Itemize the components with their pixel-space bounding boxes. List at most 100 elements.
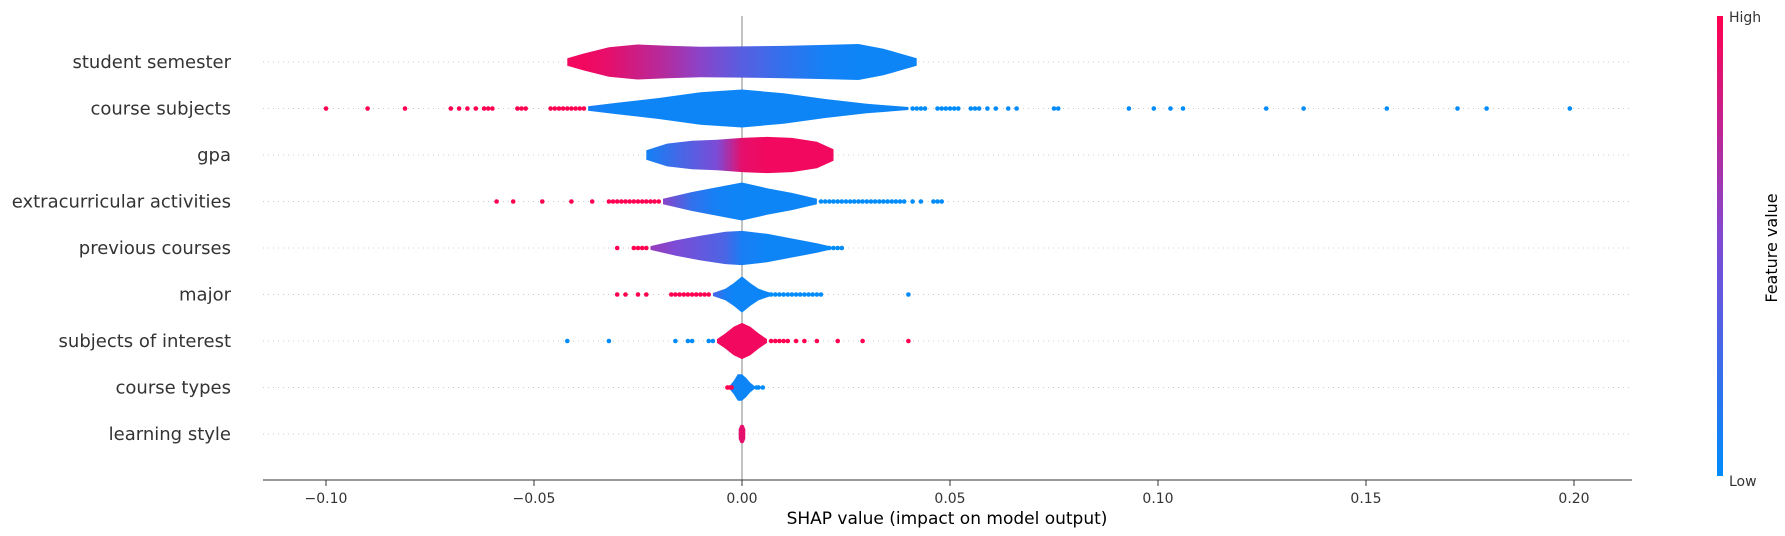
data-point: [910, 106, 915, 111]
data-point: [868, 199, 874, 204]
data-point: [1014, 106, 1019, 111]
data-point: [827, 245, 832, 251]
feature-label: previous courses: [79, 238, 231, 259]
outlier-points: [323, 106, 1573, 390]
data-point: [490, 106, 495, 111]
data-point: [569, 106, 574, 111]
data-point: [706, 338, 711, 344]
data-point: [756, 385, 761, 390]
data-point: [639, 245, 645, 251]
data-point: [685, 292, 691, 297]
data-point: [860, 199, 865, 204]
data-point: [939, 199, 944, 204]
data-point: [818, 199, 824, 204]
data-point: [860, 338, 865, 344]
data-point: [1455, 106, 1460, 111]
data-point: [918, 106, 924, 111]
data-point: [523, 106, 528, 111]
feature-label: major: [179, 285, 232, 306]
data-point: [968, 106, 974, 111]
data-point: [635, 199, 641, 204]
data-point: [473, 106, 479, 111]
data-point: [877, 199, 882, 204]
data-point: [856, 199, 861, 204]
data-point: [835, 245, 840, 251]
data-point: [918, 199, 924, 204]
data-point: [1263, 106, 1269, 111]
data-point: [689, 292, 695, 297]
data-point: [897, 199, 903, 204]
data-point: [781, 292, 786, 297]
data-point: [448, 106, 454, 111]
data-point: [881, 199, 886, 204]
data-point: [943, 106, 949, 111]
x-axis-ticks: −0.10 −0.05 0.00 0.05 0.10 0.15 0.20: [305, 480, 1590, 507]
data-point: [644, 245, 649, 251]
feature-label: student semester: [72, 52, 231, 73]
data-point: [847, 199, 853, 204]
data-point: [931, 199, 936, 204]
data-point: [985, 106, 990, 111]
data-point: [889, 199, 895, 204]
data-point: [606, 199, 612, 204]
data-point: [1051, 106, 1057, 111]
data-point: [648, 199, 653, 204]
violin-shape: [567, 44, 917, 80]
data-point: [806, 292, 811, 297]
violin-shape: [738, 424, 746, 444]
data-point: [1005, 106, 1011, 111]
violin-shape: [663, 182, 817, 221]
x-axis-title: SHAP value (impact on model output): [787, 509, 1108, 529]
data-point: [777, 338, 782, 344]
data-point: [644, 199, 649, 204]
data-point: [810, 292, 815, 297]
x-tick-label: 0.10: [1142, 491, 1173, 507]
x-tick-label: 0.20: [1558, 491, 1589, 507]
data-point: [802, 292, 807, 297]
data-point: [951, 106, 957, 111]
data-point: [773, 338, 778, 344]
data-point: [885, 199, 890, 204]
data-point: [677, 292, 682, 297]
data-point: [323, 106, 329, 111]
data-point: [540, 199, 545, 204]
data-point: [552, 106, 558, 111]
data-point: [781, 338, 786, 344]
data-point: [935, 199, 940, 204]
data-point: [956, 106, 961, 111]
data-point: [519, 106, 524, 111]
data-point: [822, 245, 828, 251]
data-point: [793, 338, 799, 344]
feature-label: gpa: [197, 145, 231, 166]
data-point: [760, 385, 766, 390]
data-point: [669, 292, 674, 297]
data-point: [1384, 106, 1390, 111]
row-gridlines: [263, 61, 1632, 435]
data-point: [947, 106, 953, 111]
data-point: [835, 199, 840, 204]
feature-label: course types: [116, 378, 231, 399]
data-point: [556, 106, 562, 111]
data-point: [560, 106, 566, 111]
feature-labels: student semester course subjects gpa extrac…: [12, 52, 232, 445]
data-point: [901, 199, 907, 204]
data-point: [1055, 106, 1061, 111]
data-point: [581, 106, 587, 111]
data-point: [843, 199, 849, 204]
data-point: [698, 292, 703, 297]
data-point: [789, 292, 795, 297]
feature-label: learning style: [109, 424, 231, 445]
data-point: [635, 245, 641, 251]
colorbar: [1717, 16, 1723, 476]
data-point: [773, 292, 778, 297]
data-point: [685, 338, 691, 344]
colorbar-high-label: High: [1729, 10, 1761, 26]
x-tick-label: −0.05: [513, 491, 556, 507]
data-point: [494, 199, 499, 204]
data-point: [906, 292, 911, 297]
data-point: [976, 106, 982, 111]
data-point: [939, 106, 944, 111]
data-point: [706, 292, 711, 297]
data-point: [906, 338, 911, 344]
